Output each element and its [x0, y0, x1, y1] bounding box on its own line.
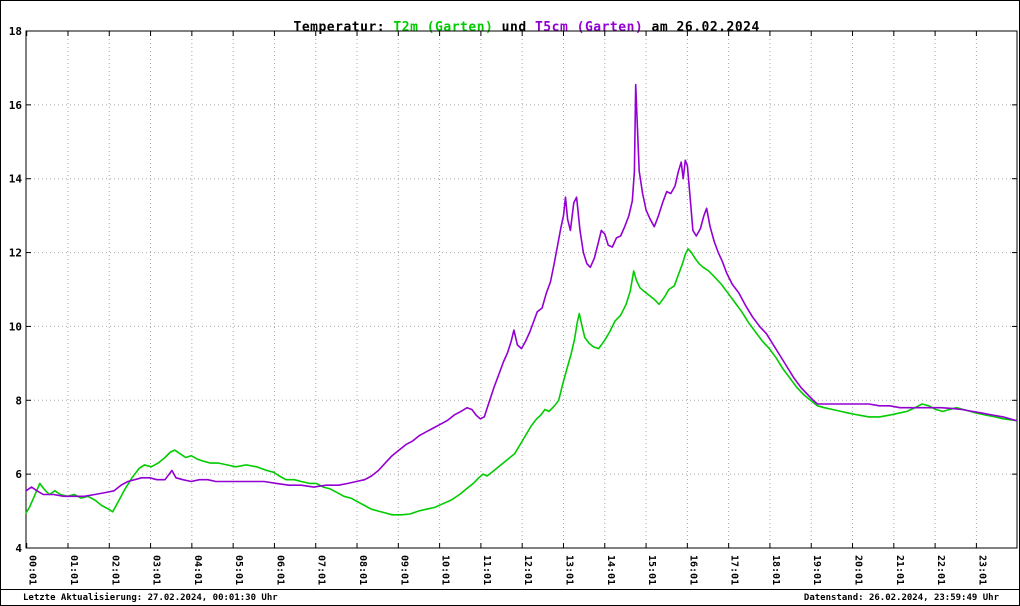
x-tick-label: 21:01 — [894, 555, 905, 585]
x-tick-label: 03:01 — [151, 555, 162, 585]
y-tick-label: 10 — [9, 320, 22, 333]
x-tick-label: 00:01 — [27, 555, 38, 585]
x-tick-label: 04:01 — [192, 555, 203, 585]
x-tick-label: 17:01 — [729, 555, 740, 585]
x-tick-label: 06:01 — [274, 555, 285, 585]
x-tick-label: 22:01 — [935, 555, 946, 585]
plot-svg: 4 6 8 10 12 14 16 18 00:01 01:01 02:01 03:01 04:01 05… — [9, 25, 1018, 585]
series-line-t5cm-garten — [25, 83, 1018, 498]
x-tick-label: 07:01 — [316, 555, 327, 585]
x-tick-label: 14:01 — [605, 555, 616, 585]
plot-border — [25, 30, 1018, 549]
y-tick-label: 4 — [15, 542, 22, 555]
x-tick-label: 09:01 — [398, 555, 409, 585]
y-tick-label: 6 — [15, 468, 22, 481]
x-tick-label: 23:01 — [976, 555, 987, 585]
y-tick-label: 8 — [15, 394, 22, 407]
x-tick-label: 15:01 — [646, 555, 657, 585]
x-tick-label: 20:01 — [853, 555, 864, 585]
x-tick-label: 08:01 — [357, 555, 368, 585]
series-line-t2m-garten — [25, 248, 1018, 516]
x-tick-label: 11:01 — [481, 555, 492, 585]
x-tick-label: 10:01 — [440, 555, 451, 585]
y-tick-label: 14 — [9, 173, 23, 186]
y-tick-label: 12 — [9, 247, 22, 260]
x-tick-label: 05:01 — [233, 555, 244, 585]
x-tick-label: 12:01 — [522, 555, 533, 585]
data-timestamp-text: Datenstand: 26.02.2024, 23:59:49 Uhr — [803, 593, 999, 603]
y-tick-label: 16 — [9, 99, 23, 112]
last-update-text: Letzte Aktualisierung: 27.02.2024, 00:01… — [23, 593, 278, 603]
x-tick-label: 01:01 — [68, 555, 79, 585]
x-tick-label: 13:01 — [563, 555, 574, 585]
x-tick-label: 02:01 — [109, 555, 120, 585]
footer-divider — [1, 589, 1019, 590]
x-tick-label: 19:01 — [811, 555, 822, 585]
y-tick-label: 18 — [9, 25, 22, 38]
x-tick-label: 16:01 — [687, 555, 698, 585]
x-tick-label: 18:01 — [770, 555, 781, 585]
